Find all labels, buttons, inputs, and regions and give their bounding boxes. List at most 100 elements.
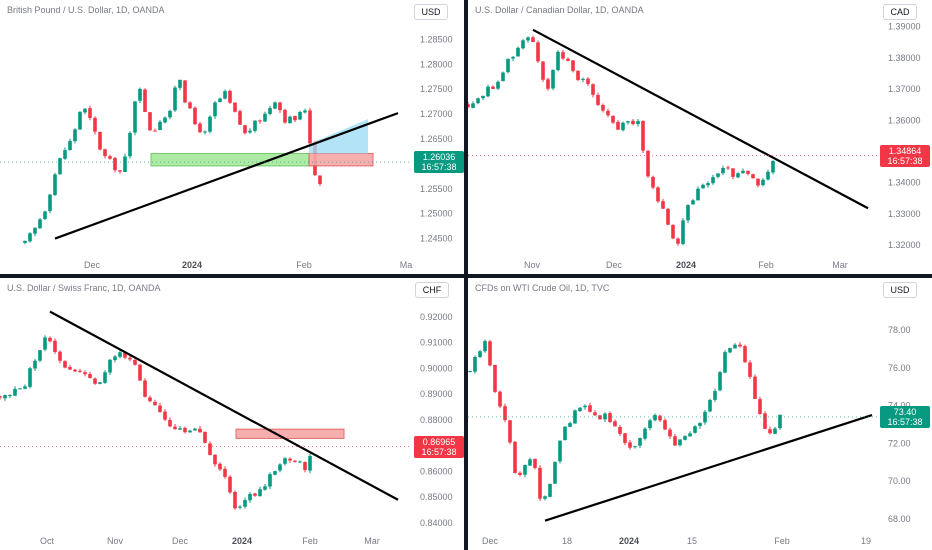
- horizontal-divider[interactable]: [0, 274, 932, 278]
- candle-body: [628, 442, 632, 448]
- candle-body: [173, 87, 177, 111]
- candle-body: [531, 37, 535, 43]
- candle-body: [688, 433, 692, 437]
- candle-body: [208, 116, 212, 132]
- candle-body: [193, 428, 197, 431]
- candle-body: [318, 175, 322, 185]
- candle-body: [538, 467, 542, 499]
- candle-body: [298, 111, 302, 120]
- y-axis-tick-label: 1.34000: [888, 178, 921, 188]
- candle-body: [203, 131, 207, 133]
- candle-body: [591, 84, 595, 95]
- candle-body: [513, 441, 517, 473]
- candle-body: [253, 493, 257, 496]
- candle-body: [48, 337, 52, 342]
- candle-body: [573, 410, 577, 424]
- candle-body: [603, 413, 607, 420]
- candle-body: [233, 491, 237, 509]
- candle-body: [258, 489, 262, 497]
- currency-button[interactable]: CHF: [415, 282, 449, 298]
- candle-body: [468, 370, 472, 372]
- candle-body: [38, 219, 42, 229]
- candle-body: [486, 86, 490, 97]
- candle-body: [743, 346, 747, 363]
- candle-body: [758, 399, 762, 415]
- candle-body: [288, 116, 292, 124]
- candle-body: [526, 37, 530, 41]
- y-axis-tick-label: 1.27500: [420, 84, 453, 94]
- candle-body: [518, 472, 522, 475]
- currency-button[interactable]: CAD: [883, 4, 917, 20]
- candle-body: [491, 86, 495, 89]
- candle-body: [576, 70, 580, 81]
- x-axis-tick-label: Mar: [364, 536, 380, 546]
- chart-panel-wti[interactable]: 78.00 76.00 74.00 72.00 70.00 68.00 Dec 18 2024 1…: [468, 278, 932, 550]
- candle-body: [53, 340, 57, 352]
- candle-body: [608, 413, 612, 422]
- candle-body: [103, 149, 107, 156]
- candle-body: [568, 423, 572, 427]
- candle-body: [213, 454, 217, 465]
- candle-body: [711, 177, 715, 184]
- candle-body: [163, 117, 167, 123]
- candle-body: [48, 194, 52, 211]
- x-axis-tick-label: Nov: [107, 536, 124, 546]
- candle-body: [756, 178, 760, 186]
- candle-body: [168, 110, 172, 118]
- candle-body: [133, 359, 137, 365]
- candle-body: [223, 468, 227, 477]
- x-axis-tick-label: Oct: [40, 536, 55, 546]
- gbpusd-plot[interactable]: 1.28500 1.28000 1.27500 1.27000 1.26500 1.260…: [0, 0, 464, 274]
- y-axis-tick-label: 68.00: [888, 514, 911, 524]
- usdcad-plot[interactable]: 1.390001.380001.370001.360001.350001.340…: [468, 0, 932, 274]
- chart-title: British Pound / U.S. Dollar, 1D, OANDA: [7, 5, 165, 15]
- chart-title: U.S. Dollar / Canadian Dollar, 1D, OANDA: [475, 5, 644, 15]
- last-price-label: 1.26036 16:57:38: [414, 151, 464, 174]
- x-axis-tick-label: Dec: [606, 260, 623, 270]
- candle-body: [536, 42, 540, 62]
- chart-title: U.S. Dollar / Swiss Franc, 1D, OANDA: [7, 283, 161, 293]
- candle-body: [128, 357, 132, 360]
- candle-body: [778, 414, 782, 429]
- candle-body: [223, 91, 227, 99]
- candle-body: [611, 115, 615, 123]
- candle-body: [673, 436, 677, 446]
- candle-body: [528, 459, 532, 466]
- candle-body: [73, 129, 77, 142]
- candle-body: [728, 348, 732, 353]
- candle-body: [633, 446, 637, 448]
- y-axis-tick-label: 1.32000: [888, 240, 921, 250]
- candle-body: [248, 130, 252, 133]
- candle-body: [298, 461, 302, 463]
- candle-body: [706, 183, 710, 186]
- y-axis-tick-label: 0.92000: [420, 312, 453, 322]
- chart-panel-usdchf[interactable]: 0.920000.910000.900000.890000.880000.870…: [0, 278, 464, 550]
- candle-body: [543, 496, 547, 499]
- candle-body: [63, 150, 67, 159]
- candle-body: [228, 90, 232, 103]
- candle-body: [198, 123, 202, 133]
- wti-plot[interactable]: 78.00 76.00 74.00 72.00 70.00 68.00 Dec 18 2024 1…: [468, 278, 932, 550]
- candle-body: [278, 102, 282, 111]
- candle-body: [228, 476, 232, 493]
- usdchf-plot[interactable]: 0.920000.910000.900000.890000.880000.870…: [0, 278, 464, 550]
- candle-body: [123, 156, 127, 172]
- candle-body: [616, 122, 620, 130]
- chart-panel-gbpusd[interactable]: 1.28500 1.28000 1.27500 1.27000 1.26500 1.260…: [0, 0, 464, 274]
- chart-panel-usdcad[interactable]: 1.390001.380001.370001.360001.350001.340…: [468, 0, 932, 274]
- currency-button[interactable]: USD: [883, 282, 917, 298]
- x-axis-tick-label: Dec: [482, 536, 499, 546]
- candle-body: [58, 351, 62, 361]
- candle-body: [736, 173, 740, 178]
- x-axis-tick-label: Mar: [832, 260, 848, 270]
- candle-body: [621, 122, 625, 131]
- y-axis-tick-label: 78.00: [888, 325, 911, 335]
- candle-body: [653, 415, 657, 421]
- candle-body: [178, 79, 182, 88]
- x-axis-tick-label: 2024: [182, 260, 202, 270]
- candle-body: [278, 464, 282, 471]
- candle-body: [606, 110, 610, 116]
- candle-body: [198, 428, 202, 433]
- candle-body: [238, 506, 242, 508]
- currency-button[interactable]: USD: [414, 4, 448, 20]
